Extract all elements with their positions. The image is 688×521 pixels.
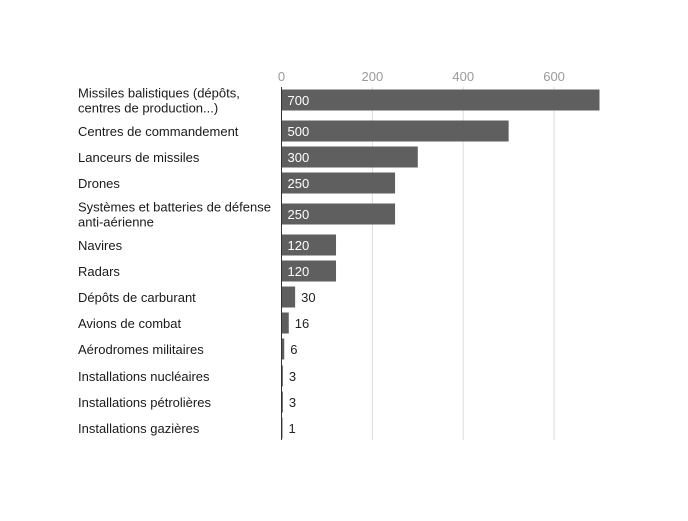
bar: [281, 365, 283, 387]
x-tick-label: 200: [362, 69, 384, 84]
category-label: Installations nucléaires: [78, 369, 210, 384]
category-label-line: Missiles balistiques (dépôts,: [78, 86, 240, 101]
data-label: 700: [288, 93, 310, 108]
bar: [281, 203, 396, 225]
category-label-line: Systèmes et batteries de défense: [78, 200, 271, 215]
bar: [281, 312, 289, 334]
data-label: 3: [289, 395, 296, 410]
category-label-line: anti-aérienne: [78, 215, 154, 230]
category-label: Systèmes et batteries de défense anti-aér…: [78, 200, 271, 230]
category-label: Drones: [78, 176, 120, 191]
data-label: 500: [288, 124, 310, 139]
category-label-line: centres de production...): [78, 101, 218, 116]
data-label: 16: [295, 316, 309, 331]
x-axis-ticks: 0 200 400 600: [278, 69, 565, 84]
data-label: 120: [288, 264, 310, 279]
data-label: 1: [289, 421, 296, 436]
category-label: Dépôts de carburant: [78, 290, 196, 305]
category-label: Centres de commandement: [78, 124, 239, 139]
x-tick-label: 400: [452, 69, 474, 84]
category-labels: Missiles balistiques (dépôts, centres de …: [78, 86, 271, 437]
data-label: 3: [289, 369, 296, 384]
category-label: Navires: [78, 238, 123, 253]
category-label: Aérodromes militaires: [78, 342, 204, 357]
data-labels: 700 500 300 250 250 120 120 30 16 6 3 3 1: [288, 93, 316, 436]
bar: [281, 260, 337, 282]
bar: [281, 89, 600, 111]
category-label: Missiles balistiques (dépôts, centres de …: [78, 86, 240, 116]
bar: [281, 391, 283, 413]
data-label: 120: [288, 238, 310, 253]
category-label: Radars: [78, 264, 120, 279]
bar: [281, 234, 337, 256]
bar: [281, 338, 285, 360]
category-label: Installations pétrolières: [78, 395, 211, 410]
data-label: 30: [301, 290, 315, 305]
bar: [281, 146, 418, 168]
data-label: 250: [288, 207, 310, 222]
bars: [281, 89, 600, 439]
x-tick-label: 0: [278, 69, 285, 84]
category-label: Avions de combat: [78, 316, 181, 331]
data-label: 6: [290, 342, 297, 357]
x-tick-label: 600: [543, 69, 565, 84]
bar: [281, 120, 509, 142]
bar: [281, 286, 296, 308]
data-label: 250: [288, 176, 310, 191]
category-label: Lanceurs de missiles: [78, 150, 200, 165]
bar: [281, 172, 396, 194]
category-label: Installations gazières: [78, 421, 200, 436]
data-label: 300: [288, 150, 310, 165]
gridlines: [371, 87, 555, 440]
